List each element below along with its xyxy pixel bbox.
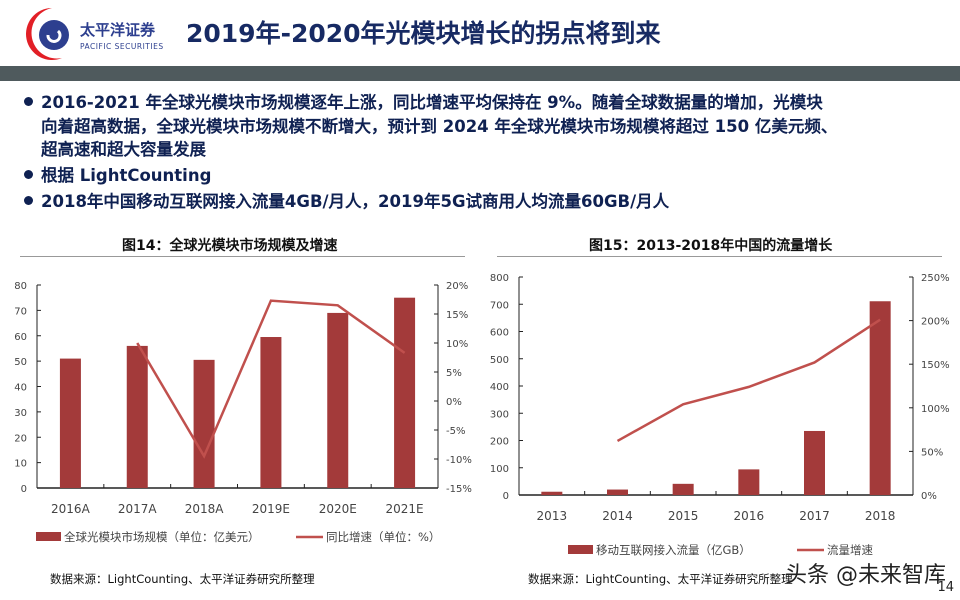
y2-tick-label: -5% bbox=[446, 426, 465, 437]
bar bbox=[126, 345, 148, 488]
bullet-text-line: 超高速和超大容量发展 bbox=[41, 140, 206, 159]
chart-traffic-growth: 0 100 200 300 400 500 600 700 800 0% 50% 100% 150% 20… bbox=[490, 273, 950, 557]
y2-tick-label: 10% bbox=[446, 339, 468, 350]
bar bbox=[260, 337, 282, 488]
y-tick-label: 700 bbox=[490, 300, 509, 311]
bullet-icon bbox=[24, 169, 33, 179]
bullet-list: 2016-2021 年全球光模块市场规模逐年上涨，同比增速平均保持在 9%。随着… bbox=[24, 91, 837, 214]
logo-text-en: PACIFIC SECURITIES bbox=[80, 42, 164, 51]
y-tick-label: 30 bbox=[14, 408, 27, 419]
y2-tick-label: 5% bbox=[446, 368, 462, 379]
bar bbox=[672, 483, 694, 495]
chart-title-1: 图14：全球光模块市场规模及增速 bbox=[122, 238, 338, 254]
y2-tick-label: 15% bbox=[446, 310, 468, 321]
bar bbox=[327, 312, 349, 488]
bullet-item: 根据 LightCounting bbox=[24, 164, 837, 188]
header-divider-band bbox=[0, 66, 960, 81]
y2-tick-label: 250% bbox=[921, 273, 950, 284]
bullet-item: 2018年中国移动互联网接入流量4GB/月人，2019年5G试商用人均流量60G… bbox=[24, 190, 837, 214]
y2-tick-label: 100% bbox=[921, 404, 950, 415]
y-tick-label: 50 bbox=[14, 357, 27, 368]
page-title: 2019年-2020年光模块增长的拐点将到来 bbox=[186, 19, 661, 48]
x-tick-label: 2019E bbox=[252, 502, 290, 516]
y-tick-label: 600 bbox=[490, 328, 509, 339]
y-tick-label: 200 bbox=[490, 437, 509, 448]
y-tick-label: 400 bbox=[490, 382, 509, 393]
legend-swatch-bar bbox=[568, 545, 593, 554]
x-tick-label: 2017A bbox=[118, 502, 158, 516]
y-tick-label: 80 bbox=[14, 281, 27, 292]
y-tick-label: 20 bbox=[14, 433, 27, 444]
y-tick-label: 60 bbox=[14, 332, 27, 343]
bar bbox=[59, 358, 81, 488]
x-tick-label: 2016A bbox=[51, 502, 91, 516]
legend-label-line: 流量增速 bbox=[827, 543, 873, 557]
bullet-icon bbox=[24, 97, 33, 106]
bar bbox=[804, 430, 825, 495]
bullet-text-line: 向着超高数据，全球光模块市场规模不断增大，预计到 2024 年全球光模块市场规模… bbox=[41, 116, 838, 136]
bar bbox=[541, 491, 563, 495]
legend-label-line: 同比增速（单位：%） bbox=[326, 530, 440, 544]
chart-title-divider bbox=[497, 256, 942, 257]
y-tick-label: 100 bbox=[490, 464, 509, 475]
watermark: 头条 @未来智库 bbox=[785, 563, 946, 588]
y-tick-label: 40 bbox=[14, 383, 27, 394]
logo-mark-icon bbox=[26, 8, 69, 60]
y2-tick-label: 150% bbox=[921, 360, 950, 371]
legend-swatch-bar bbox=[36, 532, 61, 541]
company-logo: 太平洋证券 PACIFIC SECURITIES bbox=[22, 5, 177, 61]
x-tick-label: 2013 bbox=[537, 509, 568, 523]
x-tick-label: 2018 bbox=[865, 509, 896, 523]
bullet-item: 2016-2021 年全球光模块市场规模逐年上涨，同比增速平均保持在 9%。随着… bbox=[24, 91, 837, 115]
growth-line bbox=[136, 299, 406, 459]
chart-title-divider bbox=[20, 256, 465, 257]
bullet-icon bbox=[24, 196, 33, 205]
y-tick-label: 800 bbox=[490, 273, 509, 284]
x-tick-label: 2018A bbox=[185, 502, 225, 516]
x-tick-label: 2014 bbox=[602, 509, 633, 523]
y-tick-label: 0 bbox=[503, 491, 509, 502]
y2-tick-label: -15% bbox=[446, 484, 472, 495]
y2-tick-label: 50% bbox=[921, 447, 943, 458]
y-tick-label: 500 bbox=[490, 355, 509, 366]
bar bbox=[394, 297, 416, 488]
y2-tick-label: 0% bbox=[446, 397, 462, 408]
source-note-1: 数据来源：LightCounting、太平洋证券研究所整理 bbox=[50, 572, 315, 586]
source-note-2: 数据来源：LightCounting、太平洋证券研究所整理 bbox=[528, 572, 793, 586]
x-tick-label: 2016 bbox=[734, 509, 765, 523]
y-tick-label: 0 bbox=[21, 484, 27, 495]
growth-line bbox=[616, 318, 881, 443]
y2-tick-label: 0% bbox=[921, 491, 937, 502]
legend-label-bar: 全球光模块市场规模（单位：亿美元） bbox=[64, 530, 260, 544]
y2-tick-label: 200% bbox=[921, 317, 950, 328]
y2-tick-label: 20% bbox=[446, 281, 468, 292]
y-tick-label: 70 bbox=[14, 306, 27, 317]
bar bbox=[607, 489, 628, 495]
legend-label-bar: 移动互联网接入流量（亿GB） bbox=[596, 543, 751, 557]
x-tick-label: 2015 bbox=[668, 509, 699, 523]
page-number: 14 bbox=[937, 580, 954, 595]
x-tick-label: 2020E bbox=[319, 502, 357, 516]
x-tick-label: 2021E bbox=[386, 502, 424, 516]
bar bbox=[869, 301, 891, 495]
bar bbox=[738, 469, 760, 495]
bar bbox=[193, 359, 215, 488]
y2-tick-label: -10% bbox=[446, 455, 472, 466]
chart-market-size: 0 10 20 30 40 50 60 70 80 -15% -10% -5% 0% 5% 10% 15% 20… bbox=[14, 281, 472, 544]
y-tick-label: 10 bbox=[14, 459, 27, 470]
logo-text-cn: 太平洋证券 bbox=[80, 21, 156, 39]
x-tick-label: 2017 bbox=[799, 509, 830, 523]
y-tick-label: 300 bbox=[490, 409, 509, 420]
chart-title-2: 图15：2013-2018年中国的流量增长 bbox=[589, 238, 833, 254]
